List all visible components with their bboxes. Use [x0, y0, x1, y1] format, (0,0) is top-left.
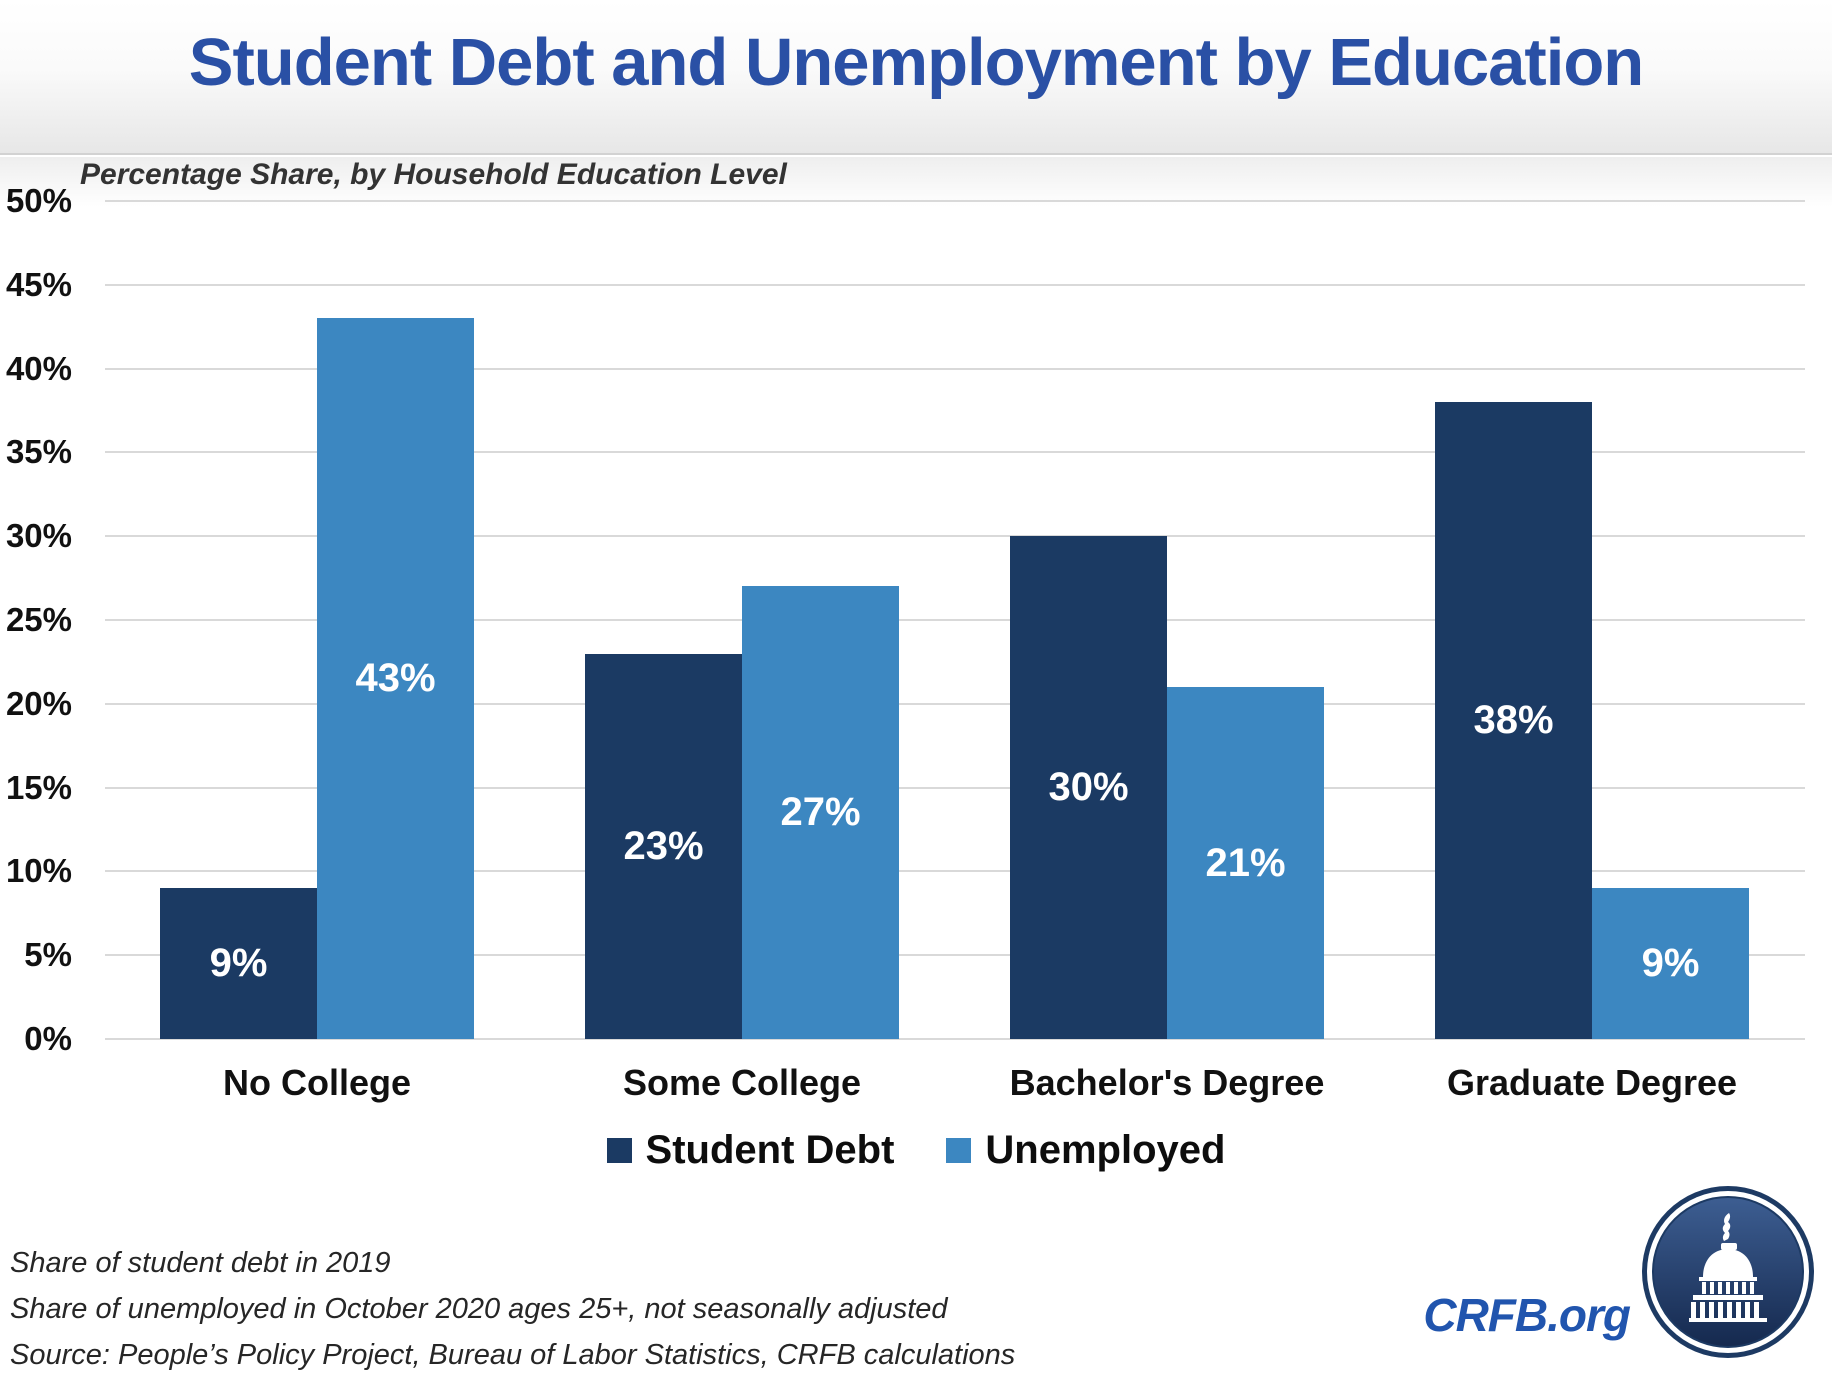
header-fade-band [0, 157, 1832, 207]
legend-item-student-debt: Student Debt [606, 1128, 895, 1173]
category-label-no-college: No College [222, 1062, 411, 1103]
category-label-graduate-degree: Graduate Degree [1446, 1062, 1738, 1103]
y-tick-label: 10% [5, 852, 72, 890]
gridline [105, 619, 1805, 621]
gridline [105, 535, 1805, 538]
bar-value-label: 9% [209, 941, 268, 985]
y-axis: 50% 45% 40% 35% 30% 25% 20% 15% 10% 5% 0% [0, 182, 88, 1057]
y-tick-label: 45% [5, 265, 72, 303]
bar-unemployed-some-college: 27% [742, 586, 899, 1039]
legend-item-unemployed: Unemployed [946, 1128, 1225, 1173]
bar-value-label: 23% [623, 824, 704, 868]
bar-student-debt-graduate-degree: 38% [1435, 402, 1592, 1039]
capitol-dome-icon [1642, 1186, 1814, 1358]
category-label-bachelor-s-degree: Bachelor's Degree [1009, 1062, 1325, 1103]
y-tick-label: 40% [5, 349, 72, 387]
bar-unemployed-bachelor-s-degree: 21% [1167, 687, 1324, 1039]
plot-area: 9% 43% 23% 27% 30% 21% 38% 9% [105, 200, 1805, 1040]
y-tick-label: 25% [5, 601, 72, 638]
footnote-line: Share of student debt in 2019 [10, 1247, 391, 1279]
y-tick-label: 20% [5, 684, 72, 722]
chart-subtitle: Percentage Share, by Household Education… [80, 158, 787, 191]
legend-label: Student Debt [645, 1128, 895, 1172]
y-tick-label: 0% [24, 1020, 72, 1057]
header-band [0, 0, 1832, 155]
gridline [105, 451, 1805, 454]
legend-label: Unemployed [985, 1128, 1226, 1172]
crfb-url-text: CRFB.org [1423, 1289, 1631, 1341]
footnote-line: Source: People’s Policy Project, Bureau … [10, 1339, 1016, 1371]
chart-title: Student Debt and Unemployment by Educati… [188, 25, 1644, 100]
gridline [105, 870, 1805, 873]
bar-student-debt-bachelor-s-degree: 30% [1010, 536, 1167, 1039]
y-tick-label: 50% [5, 182, 72, 219]
y-tick-label: 5% [24, 936, 72, 974]
bar-value-label: 38% [1473, 698, 1554, 742]
gridline [105, 200, 1805, 202]
gridline [105, 283, 1805, 286]
bar-unemployed-graduate-degree: 9% [1592, 888, 1749, 1039]
y-tick-label: 30% [5, 517, 72, 555]
legend-swatch-student-debt [606, 1138, 632, 1163]
bar-student-debt-no-college: 9% [160, 888, 317, 1039]
footnote-line: Share of unemployed in October 2020 ages… [10, 1293, 948, 1325]
category-label-some-college: Some College [622, 1062, 862, 1103]
bar-value-label: 43% [355, 656, 436, 700]
gridline [105, 702, 1805, 705]
gridline [105, 954, 1805, 957]
bar-value-label: 21% [1205, 840, 1286, 885]
bar-value-label: 27% [780, 790, 861, 834]
chart-legend: Student Debt Unemployed [0, 1128, 1832, 1173]
gridline [105, 1038, 1805, 1040]
y-tick-label: 15% [5, 768, 72, 806]
bar-unemployed-no-college: 43% [317, 318, 474, 1039]
bar-value-label: 30% [1048, 765, 1129, 809]
y-tick-label: 35% [5, 433, 72, 471]
legend-swatch-unemployed [946, 1138, 972, 1163]
gridline [105, 367, 1805, 370]
bar-value-label: 9% [1641, 941, 1700, 985]
footnotes: Share of student debt in 2019 Share of un… [10, 1240, 1015, 1374]
bar-student-debt-some-college: 23% [585, 654, 742, 1039]
gridline [105, 786, 1805, 789]
